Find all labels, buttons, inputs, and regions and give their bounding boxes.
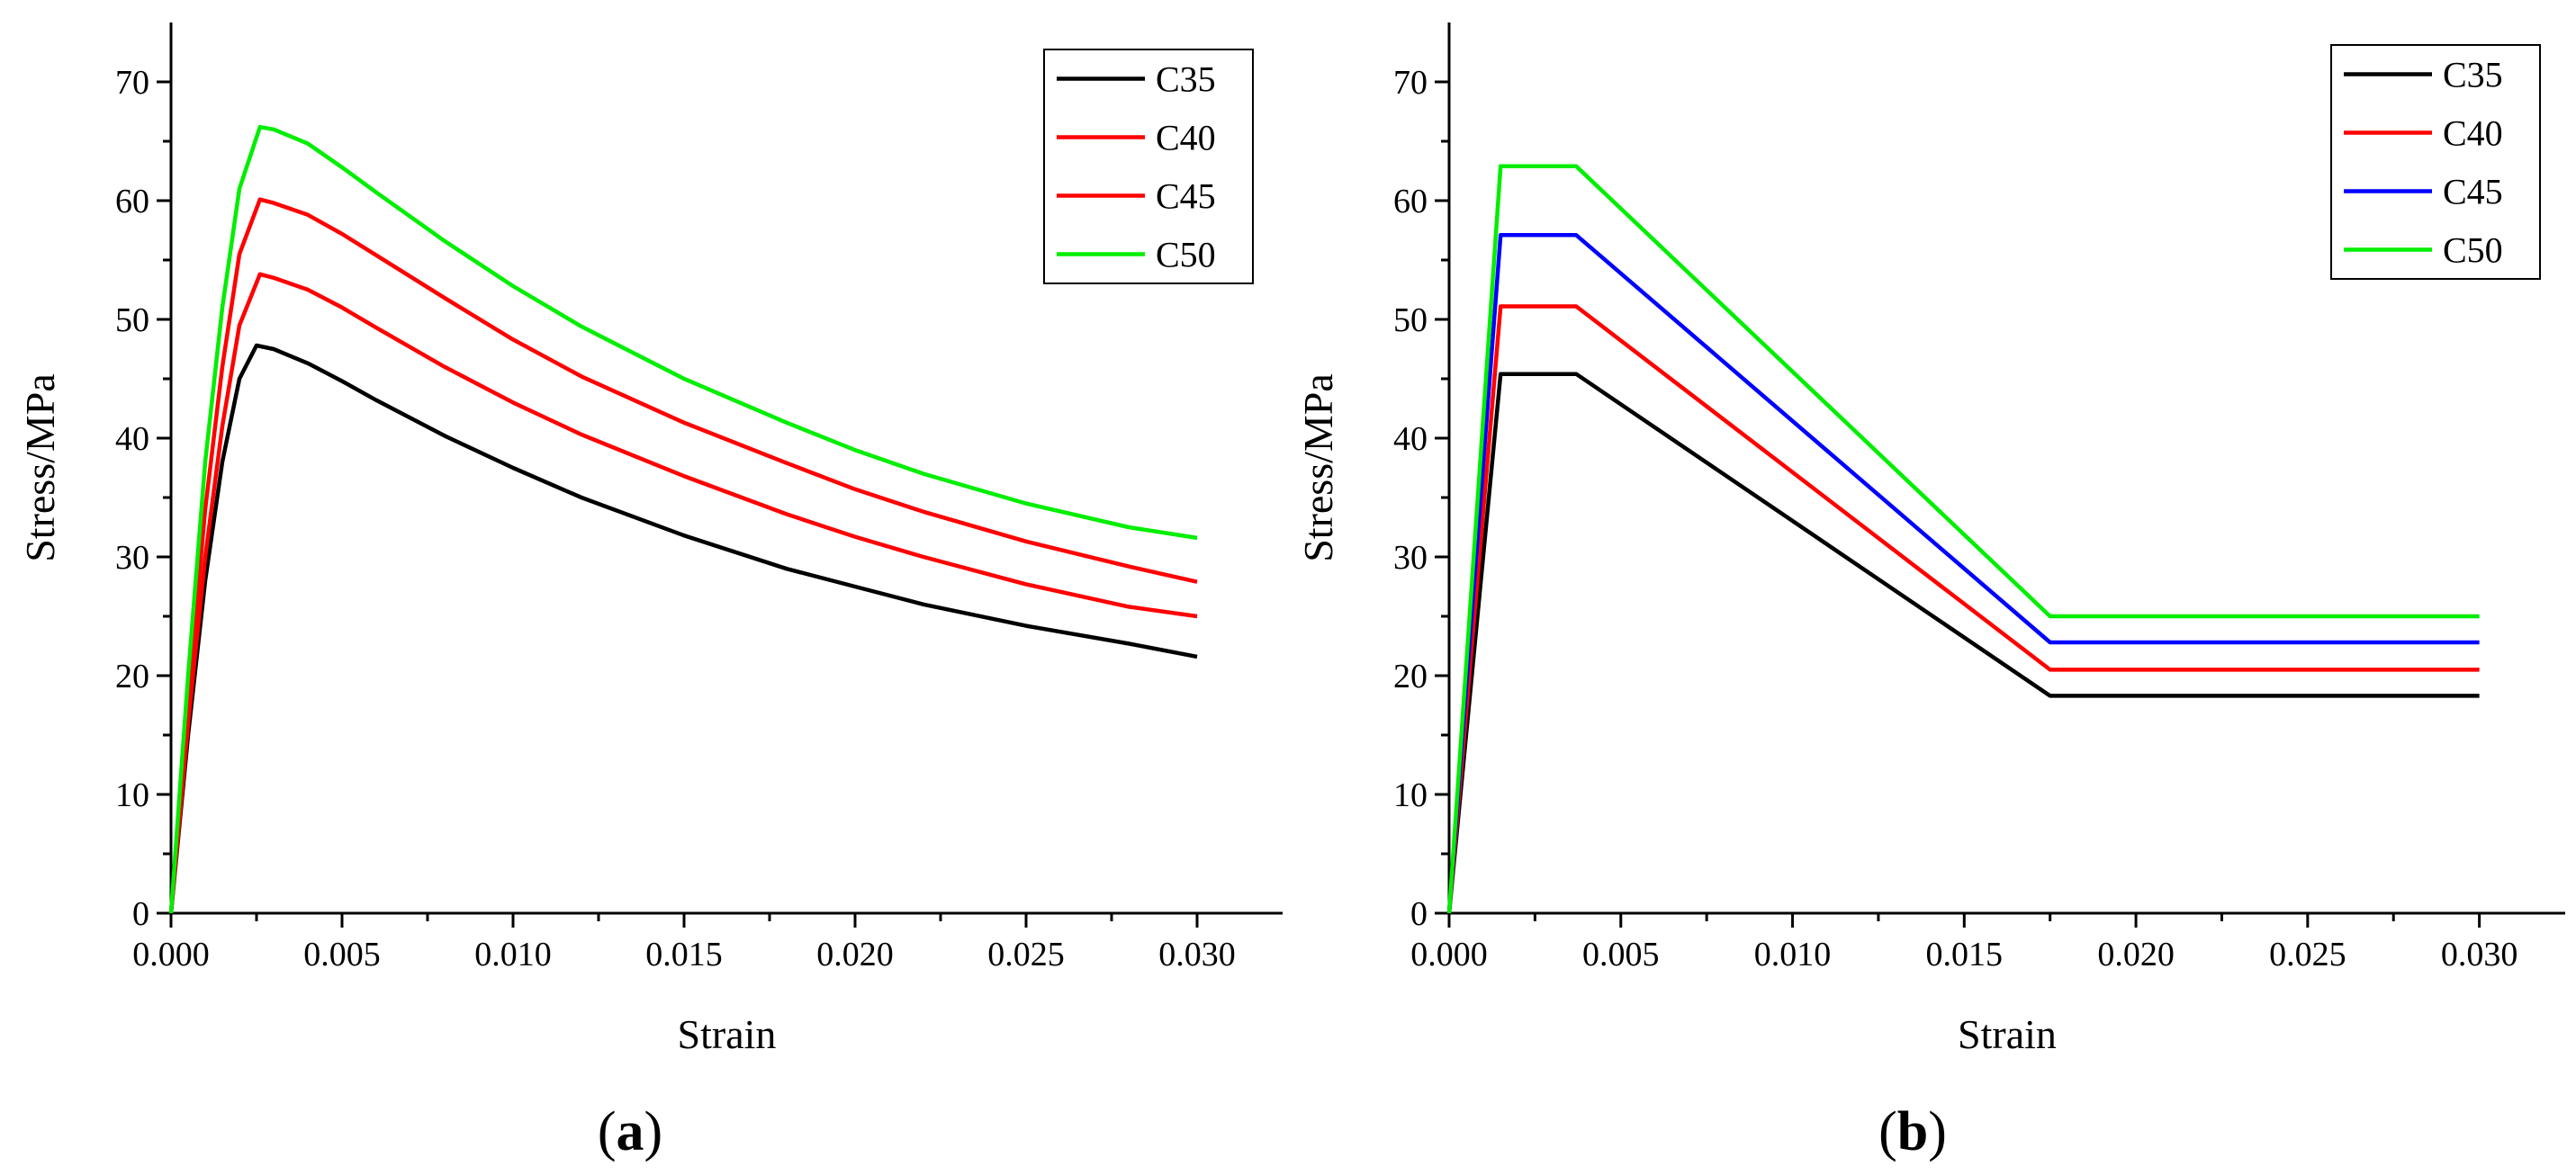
series-line-c35 <box>1446 372 2480 914</box>
x-tick-label: 0.020 <box>2097 936 2175 973</box>
legend-label-c50: C50 <box>2443 230 2503 271</box>
y-tick-label: 0 <box>132 895 149 933</box>
panel-label-letter: a <box>617 1101 644 1162</box>
y-tick-label: 10 <box>1393 776 1428 814</box>
y-tick-label: 50 <box>115 301 149 339</box>
x-tick-label: 0.000 <box>1410 936 1488 973</box>
chart-b: 0 10 20 30 40 50 60 70 0.000 0.005 0.010 0.015 0.020… <box>1295 22 2565 1162</box>
y-tick-label: 10 <box>115 776 149 814</box>
x-tick-label: 0.020 <box>816 936 894 973</box>
legend-label-c35: C35 <box>1156 59 1216 100</box>
series-line-c35 <box>168 343 1198 914</box>
panel-label: (a) <box>598 1101 662 1162</box>
x-tick-label: 0.025 <box>2269 936 2346 973</box>
x-tick-label: 0.010 <box>1754 936 1832 973</box>
y-tick-label: 30 <box>115 539 149 577</box>
x-tick-label: 0.015 <box>1926 936 2004 973</box>
series-line-c45 <box>168 197 1198 914</box>
legend-label-c40: C40 <box>2443 113 2503 154</box>
y-tick-label: 70 <box>115 64 149 102</box>
series-line-c45 <box>1446 233 2480 914</box>
series-line-c50 <box>168 124 1198 914</box>
y-tick-label: 40 <box>115 420 149 458</box>
y-tick-label: 60 <box>115 183 149 220</box>
legend-box <box>2330 44 2541 280</box>
x-axis-title: Strain <box>678 1011 777 1057</box>
x-tick-label: 0.025 <box>987 936 1065 973</box>
series-line-c50 <box>1446 164 2480 914</box>
y-tick-label: 70 <box>1393 64 1428 102</box>
panel-label-close: ) <box>1928 1101 1947 1162</box>
panel-label-open: ( <box>598 1101 617 1162</box>
y-tick-label: 50 <box>1393 301 1428 339</box>
x-tick-label: 0.005 <box>303 936 381 973</box>
panel-label: (b) <box>1878 1101 1947 1162</box>
series-line-c40 <box>168 272 1198 914</box>
y-axis-title: Stress/MPa <box>17 373 63 562</box>
x-tick-label: 0.015 <box>645 936 723 973</box>
y-tick-label: 30 <box>1393 539 1428 577</box>
y-tick-label: 0 <box>1410 895 1428 933</box>
panel-label-letter: b <box>1897 1101 1928 1162</box>
legend-label-c50: C50 <box>1156 235 1216 275</box>
chart-a: 0 10 20 30 40 50 60 70 0.000 0.005 0.010 0.015 0.020… <box>17 22 1283 1162</box>
x-axis-title: Strain <box>1958 1011 2057 1057</box>
legend-box <box>1043 49 1254 284</box>
y-axis-title: Stress/MPa <box>1295 373 1341 562</box>
legend: C35 C40 C45 C50 <box>2330 44 2541 280</box>
panel-label-open: ( <box>1878 1101 1897 1162</box>
y-tick-label: 60 <box>1393 183 1428 220</box>
x-tick-label: 0.010 <box>474 936 552 973</box>
panel-label-close: ) <box>644 1101 663 1162</box>
legend-label-c40: C40 <box>1156 118 1216 158</box>
x-tick-label: 0.030 <box>2441 936 2518 973</box>
x-tick-label: 0.005 <box>1582 936 1660 973</box>
legend-label-c35: C35 <box>2443 55 2503 95</box>
legend-label-c45: C45 <box>2443 172 2503 212</box>
y-tick-label: 20 <box>1393 658 1428 695</box>
x-tick-label: 0.030 <box>1158 936 1236 973</box>
series-line-c40 <box>1446 304 2480 914</box>
y-tick-label: 20 <box>115 658 149 695</box>
legend-label-c45: C45 <box>1156 176 1216 217</box>
x-tick-label: 0.000 <box>132 936 210 973</box>
y-tick-label: 40 <box>1393 420 1428 458</box>
legend: C35 C40 C45 C50 <box>1043 49 1254 284</box>
